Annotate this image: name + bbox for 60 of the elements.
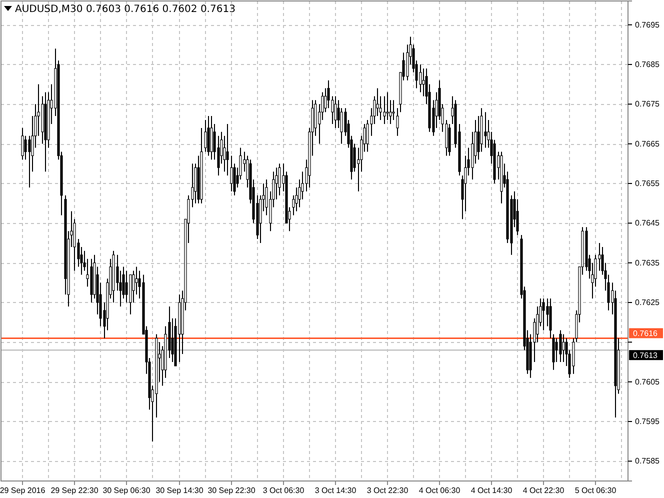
candlestick bbox=[125, 270, 128, 303]
ref-line-label: 0.7616 bbox=[633, 329, 658, 338]
candlestick bbox=[392, 100, 395, 121]
candlestick bbox=[549, 298, 552, 339]
y-tick-label: 0.7605 bbox=[635, 377, 660, 386]
candlestick bbox=[194, 163, 197, 204]
chart-title: AUDUSD,M30 0.7603 0.7616 0.7602 0.7613 bbox=[15, 4, 236, 15]
x-tick-label: 29 Sep 2016 bbox=[0, 486, 46, 495]
candlestick bbox=[132, 270, 135, 303]
candlestick bbox=[278, 163, 281, 196]
candlestick bbox=[217, 135, 220, 176]
candlestick bbox=[562, 334, 565, 362]
y-tick-label: 0.7635 bbox=[635, 258, 660, 268]
candlestick bbox=[555, 338, 558, 362]
y-tick-label: 0.7595 bbox=[635, 417, 660, 426]
candlestick bbox=[334, 96, 337, 128]
candlestick bbox=[210, 116, 213, 160]
candlestick bbox=[135, 266, 138, 296]
y-tick-label: 0.7625 bbox=[635, 298, 660, 308]
candlestick bbox=[366, 120, 369, 152]
candlestick bbox=[422, 68, 425, 97]
y-tick-label: 0.7695 bbox=[635, 20, 660, 30]
y-tick-label: 0.7675 bbox=[635, 100, 660, 109]
y-tick-label: 0.7585 bbox=[635, 456, 660, 466]
x-tick-label: 30 Sep 06:30 bbox=[102, 486, 151, 495]
candlestick bbox=[21, 127, 24, 160]
candlestick bbox=[376, 88, 379, 117]
candlestick bbox=[327, 80, 330, 109]
candlestick bbox=[226, 123, 229, 176]
ref-line-label: 0.7613 bbox=[633, 351, 658, 360]
x-tick-label: 3 Oct 06:30 bbox=[262, 486, 305, 495]
x-tick-label: 29 Sep 22:30 bbox=[50, 486, 99, 495]
candlestick bbox=[546, 298, 549, 327]
y-tick-label: 0.7655 bbox=[635, 179, 660, 188]
candlestick bbox=[552, 334, 555, 370]
candlestick bbox=[383, 96, 386, 124]
x-tick-label: 4 Oct 22:30 bbox=[522, 486, 565, 495]
candlestick bbox=[542, 298, 545, 331]
candlestick bbox=[230, 155, 233, 192]
candlestick bbox=[419, 64, 422, 93]
candlestick bbox=[484, 112, 487, 148]
candlestick bbox=[396, 108, 399, 136]
candlestick bbox=[204, 120, 207, 152]
x-tick-label: 3 Oct 14:30 bbox=[314, 486, 357, 495]
y-tick-label: 0.7665 bbox=[635, 139, 660, 148]
candlestick bbox=[448, 123, 451, 156]
x-tick-label: 3 Oct 22:30 bbox=[366, 486, 409, 495]
x-tick-label: 5 Oct 06:30 bbox=[574, 486, 617, 495]
candlestick bbox=[24, 135, 27, 160]
candlestick bbox=[559, 330, 562, 362]
y-tick-label: 0.7645 bbox=[635, 218, 660, 228]
x-tick-label: 30 Sep 14:30 bbox=[156, 486, 204, 495]
candlestick bbox=[386, 92, 389, 121]
candlestick bbox=[353, 143, 356, 172]
candlestick bbox=[28, 135, 31, 188]
x-tick-label: 4 Oct 06:30 bbox=[418, 486, 461, 495]
candlestick bbox=[207, 116, 210, 156]
x-tick-label: 30 Sep 22:30 bbox=[208, 486, 256, 495]
y-tick-label: 0.7685 bbox=[635, 60, 660, 70]
x-tick-label: 4 Oct 14:30 bbox=[470, 486, 513, 495]
